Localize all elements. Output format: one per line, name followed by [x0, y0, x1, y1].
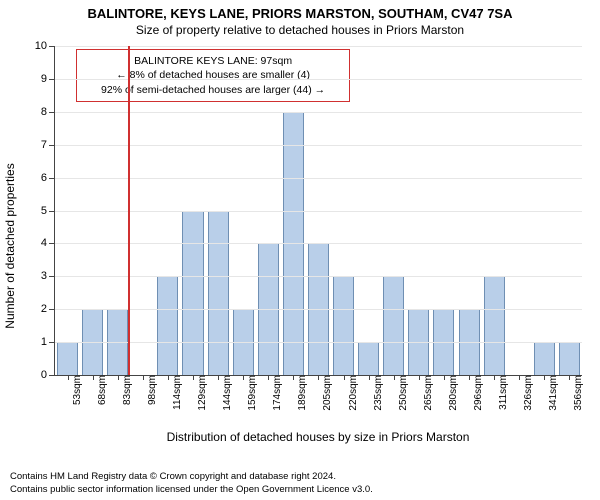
x-tick-label: 68sqm — [91, 375, 108, 405]
gridline — [55, 178, 582, 179]
bar — [559, 342, 580, 375]
bar — [534, 342, 555, 375]
x-tick-label: 129sqm — [191, 375, 208, 411]
x-tick-label: 159sqm — [241, 375, 258, 411]
x-tick-label: 341sqm — [542, 375, 559, 411]
x-tick-label: 250sqm — [392, 375, 409, 411]
x-axis-title: Distribution of detached houses by size … — [54, 430, 582, 444]
y-tick-label: 6 — [41, 172, 55, 184]
footer-line2: Contains public sector information licen… — [10, 484, 590, 496]
gridline — [55, 342, 582, 343]
x-tick-label: 280sqm — [442, 375, 459, 411]
y-tick-label: 4 — [41, 237, 55, 249]
marker-line — [128, 46, 130, 375]
x-tick-label: 235sqm — [367, 375, 384, 411]
footer-attribution: Contains HM Land Registry data © Crown c… — [10, 471, 590, 496]
annotation-line2: ← 8% of detached houses are smaller (4) — [85, 68, 341, 82]
y-axis-title: Number of detached properties — [3, 163, 17, 328]
chart-title: BALINTORE, KEYS LANE, PRIORS MARSTON, SO… — [0, 6, 600, 21]
y-tick-label: 8 — [41, 106, 55, 118]
plot-area: 53sqm68sqm83sqm98sqm114sqm129sqm144sqm15… — [54, 46, 582, 376]
gridline — [55, 276, 582, 277]
gridline — [55, 46, 582, 47]
bar — [333, 276, 354, 375]
annotation-box: BALINTORE KEYS LANE: 97sqm ← 8% of detac… — [76, 49, 350, 102]
y-tick-label: 3 — [41, 270, 55, 282]
gridline — [55, 112, 582, 113]
x-tick-label: 311sqm — [492, 375, 509, 410]
bar — [57, 342, 78, 375]
chart-container: Number of detached properties 53sqm68sqm… — [0, 42, 600, 450]
y-tick-label: 1 — [41, 336, 55, 348]
bar — [484, 276, 505, 375]
x-tick-label: 98sqm — [141, 375, 158, 405]
gridline — [55, 211, 582, 212]
x-tick-label: 265sqm — [417, 375, 434, 411]
gridline — [55, 79, 582, 80]
bar — [157, 276, 178, 375]
x-tick-label: 174sqm — [266, 375, 283, 411]
chart-subtitle: Size of property relative to detached ho… — [0, 23, 600, 37]
x-tick-label: 189sqm — [291, 375, 308, 411]
y-tick-label: 9 — [41, 73, 55, 85]
x-tick-label: 114sqm — [166, 375, 183, 410]
x-tick-label: 205sqm — [316, 375, 333, 411]
annotation-line3: 92% of semi-detached houses are larger (… — [85, 83, 341, 97]
gridline — [55, 243, 582, 244]
y-tick-label: 2 — [41, 303, 55, 315]
bar — [383, 276, 404, 375]
x-tick-label: 296sqm — [467, 375, 484, 411]
x-tick-label: 83sqm — [116, 375, 133, 405]
bar — [182, 211, 203, 376]
y-tick-label: 0 — [41, 369, 55, 381]
footer-line1: Contains HM Land Registry data © Crown c… — [10, 471, 590, 483]
chart-title-block: BALINTORE, KEYS LANE, PRIORS MARSTON, SO… — [0, 0, 600, 37]
x-tick-label: 144sqm — [216, 375, 233, 411]
x-tick-label: 356sqm — [567, 375, 584, 411]
x-tick-label: 326sqm — [517, 375, 534, 411]
bar — [208, 211, 229, 376]
bar — [358, 342, 379, 375]
x-tick-label: 53sqm — [66, 375, 83, 405]
y-tick-label: 7 — [41, 139, 55, 151]
gridline — [55, 145, 582, 146]
x-tick-label: 220sqm — [342, 375, 359, 411]
y-tick-label: 10 — [35, 40, 55, 52]
annotation-line1: BALINTORE KEYS LANE: 97sqm — [85, 54, 341, 68]
gridline — [55, 309, 582, 310]
y-tick-label: 5 — [41, 205, 55, 217]
